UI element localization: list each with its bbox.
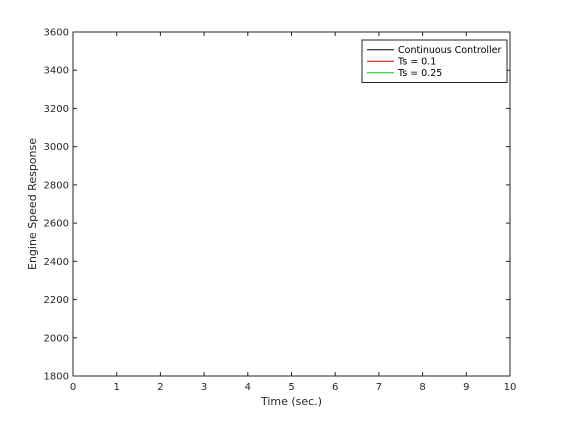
- y-tick-label-2: 2200: [44, 295, 69, 306]
- x-tick-label-7: 7: [376, 382, 382, 393]
- plot-frame: [72, 31, 511, 377]
- y-axis-label: Engine Speed Response: [26, 138, 39, 270]
- legend-entry-0: Continuous Controller: [398, 45, 501, 56]
- x-tick-label-1: 1: [114, 382, 120, 393]
- x-tick-label-9: 9: [463, 382, 469, 393]
- axis-ticks: 0 1 2 3 4 5 6 7 8 9 10 1800 2000 2200 2400 2600 2800 3000…: [44, 28, 517, 394]
- x-tick-label-2: 2: [157, 382, 163, 393]
- x-axis-label: Time (sec.): [260, 395, 322, 408]
- y-tick-label-1: 2000: [44, 333, 69, 344]
- y-tick-label-6: 3000: [44, 142, 69, 153]
- x-tick-label-10: 10: [504, 382, 517, 393]
- y-tick-label-5: 2800: [44, 180, 69, 191]
- legend-entry-1: Ts = 0.1: [397, 57, 436, 68]
- y-tick-label-4: 2600: [44, 219, 69, 230]
- x-tick-label-6: 6: [332, 382, 338, 393]
- y-tick-label-9: 3600: [44, 28, 69, 39]
- x-tick-label-3: 3: [201, 382, 207, 393]
- y-tick-label-3: 2400: [44, 257, 69, 268]
- y-tick-label-0: 1800: [44, 372, 69, 383]
- x-tick-label-4: 4: [245, 382, 251, 393]
- y-tick-label-7: 3200: [44, 104, 69, 115]
- x-tick-label-8: 8: [419, 382, 425, 393]
- x-tick-label-0: 0: [70, 382, 76, 393]
- x-tick-label-5: 5: [288, 382, 294, 393]
- legend-entry-2: Ts = 0.25: [397, 68, 442, 79]
- y-tick-label-8: 3400: [44, 66, 69, 77]
